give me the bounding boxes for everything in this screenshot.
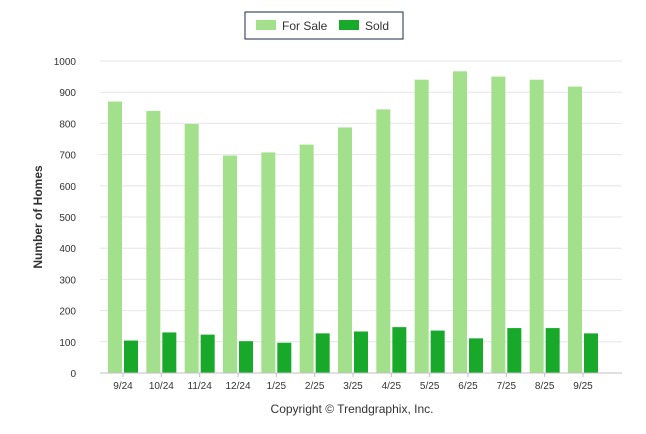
bar-sold (545, 328, 560, 373)
bar-sold (469, 338, 483, 373)
bar-for-sale (146, 110, 161, 374)
y-tick-label: 1000 (54, 57, 77, 68)
x-tick-label: 3/25 (343, 381, 363, 392)
x-tick-label: 4/25 (382, 381, 402, 392)
x-tick-label: 12/24 (225, 381, 250, 392)
bar-for-sale (529, 79, 544, 373)
bar-for-sale (184, 124, 199, 373)
legend: For Sale Sold (244, 11, 404, 40)
bar-sold (277, 342, 292, 373)
x-tick-label: 9/24 (113, 381, 133, 392)
x-tick-label: 2/25 (305, 381, 325, 392)
bar-for-sale (414, 79, 429, 373)
bar-for-sale (376, 109, 391, 374)
x-tick-label: 9/25 (573, 381, 593, 392)
bar-sold (239, 341, 253, 373)
x-axis-ticks: 9/24 10/24 11/24 12/24 1/25 2/25 3/25 4/25 5/25 6… (113, 373, 593, 392)
bar-for-sale (261, 152, 276, 373)
gridlines (100, 60, 622, 343)
bar-sold (200, 334, 215, 373)
x-tick-label: 5/25 (420, 381, 440, 392)
legend-swatch-sold (339, 20, 359, 30)
bar-for-sale (453, 71, 467, 374)
y-tick-label: 800 (59, 119, 76, 130)
bar-sold (507, 328, 522, 373)
bar-sold (124, 340, 138, 373)
bar-sold (162, 332, 177, 373)
legend-swatch-for-sale (256, 20, 276, 30)
y-axis-title: Number of Homes (31, 165, 45, 269)
y-tick-label: 200 (59, 307, 76, 318)
y-tick-label: 700 (59, 151, 76, 162)
y-tick-label: 600 (59, 182, 76, 193)
bar-sold (315, 333, 330, 373)
x-tick-label: 7/25 (497, 381, 517, 392)
bar-for-sale (338, 127, 352, 374)
x-tick-label: 10/24 (149, 381, 174, 392)
x-tick-label: 11/24 (188, 381, 213, 392)
bar-sold (392, 327, 407, 373)
legend-label-for-sale: For Sale (282, 19, 328, 33)
x-tick-label: 8/25 (535, 381, 555, 392)
y-tick-label: 500 (59, 213, 76, 224)
bars (108, 71, 598, 374)
copyright-caption: Copyright © Trendgraphix, Inc. (271, 402, 434, 416)
y-axis-ticks: 0 100 200 300 400 500 600 700 800 900 1000 (54, 57, 77, 380)
bar-sold (430, 330, 445, 373)
bar-for-sale (299, 144, 314, 373)
bar-sold (584, 333, 598, 373)
y-tick-label: 100 (59, 338, 76, 349)
bar-sold (354, 331, 368, 373)
y-tick-label: 300 (59, 275, 76, 286)
bar-for-sale (568, 86, 582, 374)
x-tick-label: 6/25 (458, 381, 478, 392)
y-tick-label: 400 (59, 244, 76, 255)
bar-for-sale (491, 76, 506, 373)
bar-for-sale (223, 155, 237, 373)
y-tick-label: 0 (70, 369, 76, 380)
x-tick-label: 1/25 (267, 381, 287, 392)
y-tick-label: 900 (59, 88, 76, 99)
bar-for-sale (108, 101, 122, 373)
legend-label-sold: Sold (365, 19, 389, 33)
